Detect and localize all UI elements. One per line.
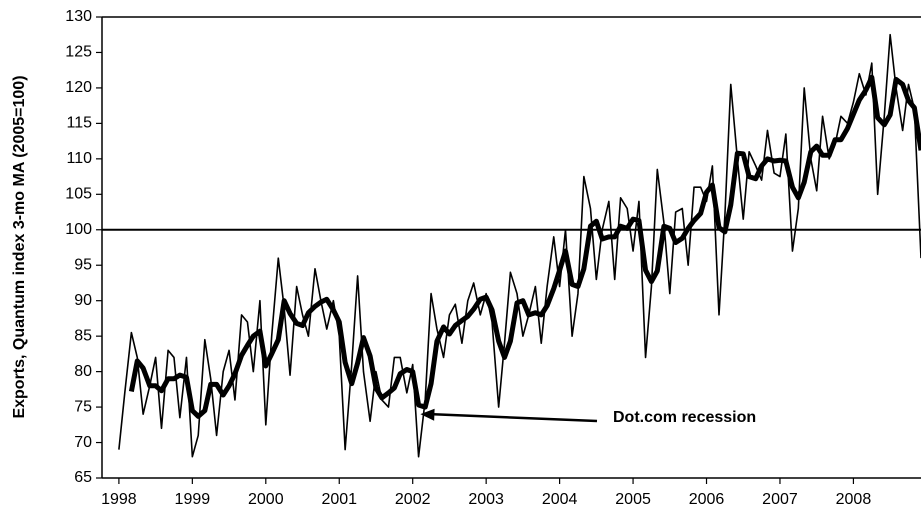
x-tick-label: 2005	[615, 491, 651, 508]
x-tick-label: 2007	[762, 491, 798, 508]
y-tick-label: 105	[65, 186, 92, 203]
y-tick-label: 75	[74, 398, 92, 415]
x-tick-label: 2003	[468, 491, 504, 508]
x-tick-label: 2002	[395, 491, 431, 508]
x-tick-label: 1999	[175, 491, 211, 508]
y-tick-label: 110	[66, 150, 92, 167]
annotation-arrow	[430, 412, 598, 423]
series-line	[128, 74, 921, 419]
x-tick-label: 2008	[836, 491, 872, 508]
y-axis-label: Exports, Quantum index 3-mo MA (2005=100…	[11, 75, 28, 418]
y-tick-label: 95	[74, 256, 92, 273]
x-tick-label: 2001	[321, 491, 357, 508]
series-line	[118, 33, 921, 458]
y-tick-label: 80	[74, 363, 92, 380]
x-tick-label: 2006	[689, 491, 725, 508]
annotation-arrowhead	[420, 408, 435, 421]
y-tick-label: 130	[65, 8, 92, 25]
y-tick-label: 100	[65, 221, 92, 238]
annotation: Dot.com recession	[613, 409, 756, 426]
x-tick-label: 1998	[101, 491, 137, 508]
y-tick-label: 85	[74, 327, 92, 344]
y-tick-label: 115	[66, 115, 92, 132]
x-tick-label: 2004	[542, 491, 578, 508]
y-tick-label: 125	[65, 44, 92, 61]
y-tick-label: 90	[74, 292, 92, 309]
y-tick-label: 65	[74, 469, 92, 486]
y-tick-label: 120	[65, 79, 92, 96]
y-tick-label: 70	[74, 434, 92, 451]
x-tick-label: 2000	[248, 491, 284, 508]
